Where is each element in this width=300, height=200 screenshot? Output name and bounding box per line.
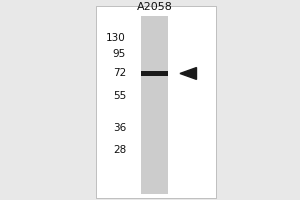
- Bar: [96, 6, 216, 198]
- Bar: [141, 16, 168, 194]
- Text: 36: 36: [113, 123, 126, 133]
- Text: 95: 95: [113, 49, 126, 59]
- Text: 130: 130: [106, 33, 126, 43]
- Text: 72: 72: [113, 68, 126, 78]
- Text: 28: 28: [113, 145, 126, 155]
- Text: 55: 55: [113, 91, 126, 101]
- Bar: [141, 71, 168, 76]
- Polygon shape: [180, 68, 196, 79]
- Text: A2058: A2058: [136, 2, 172, 12]
